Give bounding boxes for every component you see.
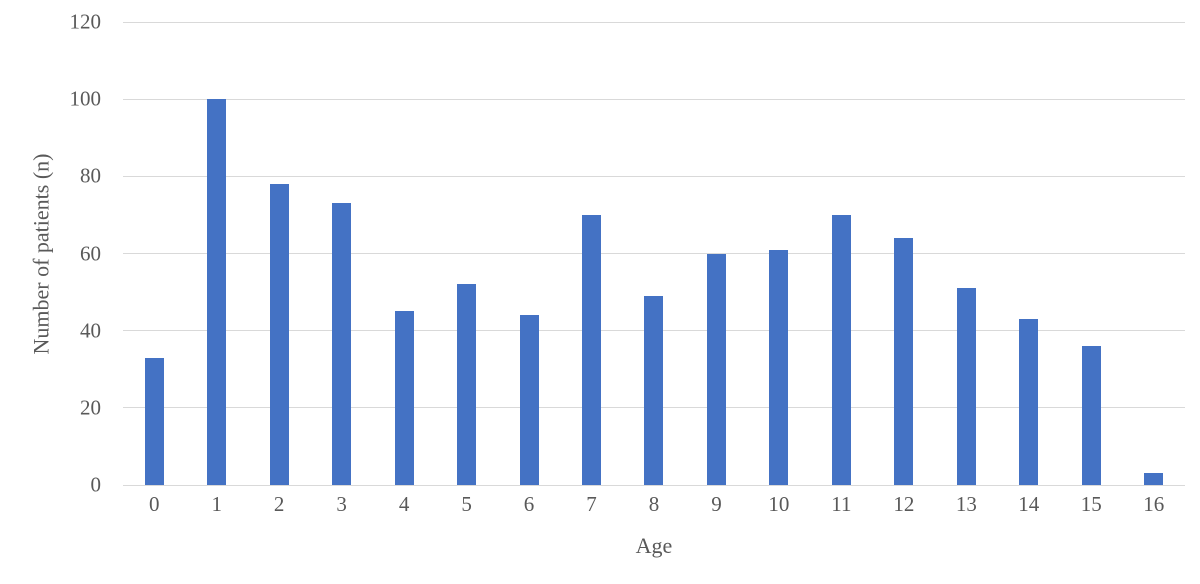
x-axis-title: Age — [635, 533, 673, 558]
bar-age-6 — [519, 315, 539, 485]
bar-age-16 — [1144, 473, 1164, 485]
bar-age-2 — [269, 184, 289, 485]
gridline-100 — [123, 98, 1185, 100]
bar-slot-age-5 — [435, 22, 497, 485]
bar-slot-age-12 — [873, 22, 935, 485]
gridline-120 — [123, 21, 1185, 23]
bar-age-5 — [457, 284, 477, 485]
bar-slot-age-14 — [998, 22, 1060, 485]
bar-slot-age-15 — [1060, 22, 1122, 485]
y-tick-label-60: 60 — [80, 241, 101, 265]
bar-slot-age-4 — [373, 22, 435, 485]
gridline-0 — [123, 484, 1185, 486]
x-tick-label-16: 16 — [1143, 492, 1165, 516]
bar-age-3 — [332, 203, 352, 485]
bar-slot-age-9 — [685, 22, 747, 485]
bar-slot-age-7 — [560, 22, 622, 485]
y-tick-label-100: 100 — [69, 86, 102, 111]
bar-slot-age-10 — [748, 22, 810, 485]
bar-age-10 — [769, 249, 789, 485]
bar-slot-age-13 — [935, 22, 997, 485]
bar-age-9 — [706, 253, 726, 485]
x-tick-label-15: 15 — [1080, 492, 1102, 516]
x-tick-label-0: 0 — [148, 492, 160, 516]
x-axis-tick-labels: 0 1 2 3 4 5 6 7 8 9 10 11 12 13 14 15 16 — [123, 492, 1185, 517]
y-tick-label-40: 40 — [80, 318, 101, 343]
y-axis-tick-labels: 0 20 40 60 80 100 120 — [0, 10, 102, 497]
bar-age-15 — [1081, 346, 1101, 485]
x-tick-label-10: 10 — [768, 492, 790, 516]
x-tick-label-13: 13 — [955, 492, 977, 516]
y-tick-label-120: 120 — [69, 9, 102, 34]
bar-slot-age-0 — [123, 22, 185, 485]
bar-age-8 — [644, 295, 664, 485]
bar-age-4 — [394, 311, 414, 485]
bar-age-1 — [207, 99, 227, 485]
x-tick-label-5: 5 — [461, 492, 472, 516]
y-tick-label-80: 80 — [80, 163, 101, 188]
x-tick-label-8: 8 — [648, 492, 660, 516]
bar-slot-age-16 — [1123, 22, 1185, 485]
bar-slot-age-3 — [310, 22, 372, 485]
gridline-60 — [123, 253, 1185, 254]
y-tick-label-20: 20 — [80, 395, 101, 420]
bar-slot-age-2 — [248, 22, 310, 485]
x-tick-label-3: 3 — [336, 492, 347, 516]
bar-age-7 — [582, 214, 602, 485]
bar-age-14 — [1019, 319, 1039, 485]
bar-age-13 — [956, 288, 976, 485]
y-tick-label-0: 0 — [90, 472, 102, 497]
bar-slot-age-6 — [498, 22, 560, 485]
bar-slot-age-1 — [185, 22, 247, 485]
x-tick-label-2: 2 — [273, 492, 285, 516]
bar-series — [123, 22, 1185, 485]
x-tick-label-4: 4 — [398, 492, 410, 516]
bar-slot-age-8 — [623, 22, 685, 485]
x-tick-label-12: 12 — [893, 492, 915, 516]
bar-age-11 — [831, 214, 851, 485]
gridline-80 — [123, 175, 1185, 177]
x-tick-label-7: 7 — [586, 492, 597, 516]
bar-slot-age-11 — [810, 22, 872, 485]
plot-area — [123, 21, 1185, 486]
x-tick-label-14: 14 — [1018, 492, 1040, 516]
x-tick-label-9: 9 — [711, 492, 722, 516]
x-tick-label-6: 6 — [523, 492, 535, 516]
bar-age-0 — [144, 357, 164, 485]
bar-age-12 — [894, 238, 914, 485]
x-tick-label-11: 11 — [831, 492, 852, 516]
x-tick-label-1: 1 — [211, 492, 222, 516]
